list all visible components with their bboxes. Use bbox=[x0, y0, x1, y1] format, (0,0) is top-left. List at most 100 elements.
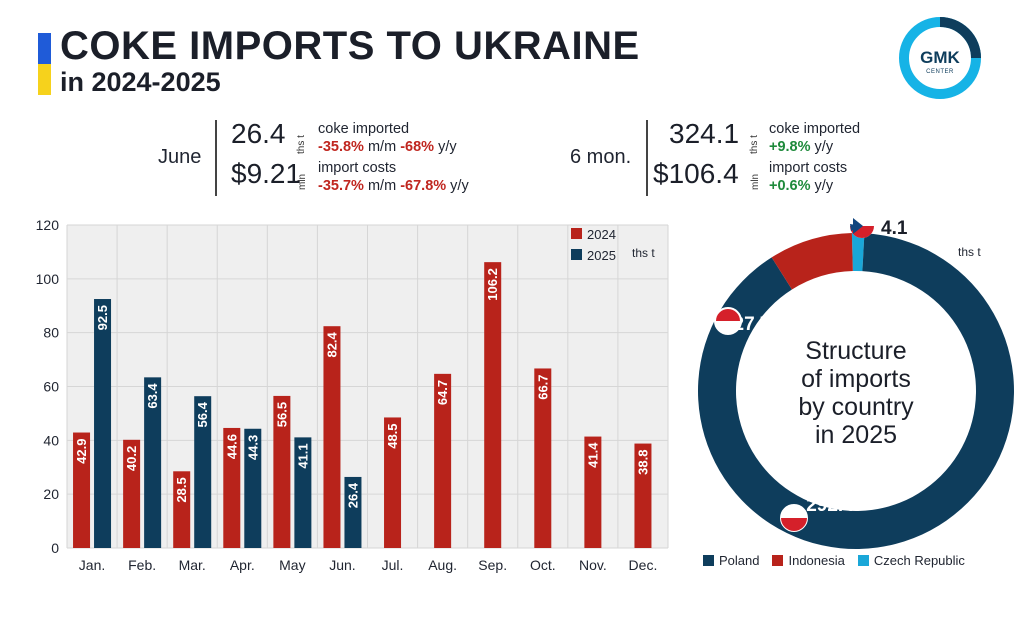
june-cost-yy-suffix: y/y bbox=[446, 178, 469, 194]
sixmon-period-label: 6 mon. bbox=[570, 146, 632, 168]
donut-title-line: of imports bbox=[801, 365, 911, 393]
bar-value-label: 26.4 bbox=[345, 482, 360, 508]
bar-value-label: 28.5 bbox=[174, 477, 189, 502]
bar-2024-oct bbox=[534, 368, 552, 548]
donut-title-line: Structure bbox=[805, 337, 906, 365]
june-volume-mm-suffix: m/m bbox=[363, 139, 401, 155]
bar-value-label: 92.5 bbox=[95, 305, 110, 330]
monthly-imports-bar-chart: 0 20 40 60 80 100 120 42.9 92.5 Jan. 40.2 63.4 Feb. 2… bbox=[36, 217, 669, 573]
june-cost-mm-suffix: m/m bbox=[363, 178, 401, 194]
bar-2025-jan bbox=[94, 299, 112, 548]
x-tick-label: May bbox=[279, 557, 305, 573]
june-cost: $9.21 bbox=[231, 158, 302, 189]
legend-label: Poland bbox=[719, 553, 760, 568]
june-cost-yy: -67.8% bbox=[400, 178, 447, 194]
sixmon-volume-change: +9.8% y/y bbox=[769, 139, 833, 155]
legend-item-poland: Poland bbox=[703, 553, 759, 568]
june-period-label: June bbox=[158, 146, 202, 168]
logo-text: GMK bbox=[920, 48, 960, 67]
donut-value-indonesia: 27.7 bbox=[734, 314, 771, 335]
legend-label-2024: 2024 bbox=[587, 227, 616, 242]
sixmon-volume-yy-suffix: y/y bbox=[810, 139, 834, 155]
x-tick-label: Jan. bbox=[79, 557, 105, 573]
sixmon-cost-label: import costs bbox=[769, 160, 848, 176]
legend-item-indonesia: Indonesia bbox=[772, 553, 845, 568]
bar-value-label: 66.7 bbox=[535, 374, 550, 399]
sixmon-volume-unit: ths t bbox=[749, 135, 760, 154]
june-volume-yy: -68% bbox=[400, 139, 435, 155]
y-tick-label: 40 bbox=[43, 432, 59, 448]
june-cost-unit: mln bbox=[297, 173, 308, 190]
bar-2025-apr bbox=[244, 428, 262, 548]
indonesia-flag-icon bbox=[714, 307, 742, 335]
donut-slice-czech-republic bbox=[851, 233, 865, 272]
bar-2024-sep bbox=[484, 262, 502, 548]
czech-flag-icon bbox=[850, 214, 874, 238]
page-subtitle: in 2024-2025 bbox=[60, 67, 221, 97]
sixmon-cost-change: +0.6% y/y bbox=[769, 178, 833, 194]
bar-value-label: 44.3 bbox=[245, 435, 260, 460]
x-tick-label: Jun. bbox=[329, 557, 355, 573]
bar-2024-mar bbox=[173, 471, 191, 548]
legend-label: Czech Republic bbox=[873, 553, 965, 568]
june-volume-change: -35.8% m/m -68% y/y bbox=[318, 139, 457, 155]
x-tick-label: Dec. bbox=[629, 557, 658, 573]
donut-slice-indonesia bbox=[771, 233, 853, 290]
sixmon-cost-yy: +0.6% bbox=[769, 178, 811, 194]
logo-subtext: CENTER bbox=[926, 69, 954, 75]
x-tick-label: Mar. bbox=[179, 557, 206, 573]
bar-2025-may bbox=[294, 437, 312, 548]
bar-value-label: 56.4 bbox=[195, 401, 210, 427]
june-volume-mm: -35.8% bbox=[318, 139, 364, 155]
bar-2024-dec bbox=[634, 443, 652, 548]
x-tick-label: Nov. bbox=[579, 557, 607, 573]
donut-title-line: in 2025 bbox=[815, 421, 897, 449]
june-cost-label: import costs bbox=[318, 160, 397, 176]
donut-legend: Poland Indonesia Czech Republic bbox=[703, 553, 978, 568]
legend-swatch bbox=[772, 555, 784, 566]
bar-value-label: 106.2 bbox=[485, 268, 500, 301]
gmk-center-logo: GMK CENTER bbox=[899, 17, 981, 99]
ukraine-flag bbox=[38, 33, 51, 95]
bar-2024-aug bbox=[434, 373, 452, 548]
bar-value-label: 42.9 bbox=[74, 439, 89, 464]
legend-label-2025: 2025 bbox=[587, 248, 616, 263]
y-tick-label: 0 bbox=[51, 540, 59, 556]
legend-item-czech-republic: Czech Republic bbox=[857, 553, 965, 568]
x-tick-label: Apr. bbox=[230, 557, 255, 573]
bar-value-label: 63.4 bbox=[145, 383, 160, 409]
bar-value-label: 64.7 bbox=[435, 380, 450, 405]
donut-title-line: by country bbox=[798, 393, 914, 421]
sixmon-cost: $106.4 bbox=[653, 158, 739, 189]
bar-value-label: 40.2 bbox=[124, 446, 139, 471]
june-volume-yy-suffix: y/y bbox=[434, 139, 457, 155]
sixmon-volume: 324.1 bbox=[669, 118, 740, 149]
bar-2025-jun bbox=[344, 476, 362, 548]
bar-value-label: 56.5 bbox=[274, 402, 289, 427]
bar-2024-jul bbox=[384, 417, 402, 548]
bar-2025-feb bbox=[144, 377, 162, 548]
x-tick-label: Feb. bbox=[128, 557, 156, 573]
x-tick-label: Sep. bbox=[478, 557, 507, 573]
y-tick-label: 100 bbox=[36, 271, 60, 287]
sixmon-cost-unit: mln bbox=[750, 173, 761, 190]
bar-2024-apr bbox=[223, 427, 241, 548]
june-cost-change: -35.7% m/m -67.8% y/y bbox=[318, 178, 469, 194]
y-tick-label: 60 bbox=[43, 379, 59, 395]
bar-value-label: 41.1 bbox=[295, 443, 310, 468]
bar-2024-jun bbox=[323, 326, 341, 548]
bar-2024-may bbox=[273, 395, 291, 548]
bar-2025-mar bbox=[194, 396, 212, 548]
y-tick-label: 80 bbox=[43, 325, 59, 341]
donut-unit-label: ths t bbox=[958, 245, 981, 259]
bar-value-label: 38.8 bbox=[635, 450, 650, 475]
poland-flag-icon bbox=[780, 504, 808, 532]
x-tick-label: Aug. bbox=[428, 557, 457, 573]
sixmon-cost-yy-suffix: y/y bbox=[810, 178, 834, 194]
june-divider bbox=[215, 120, 217, 196]
sixmon-volume-yy: +9.8% bbox=[769, 139, 811, 155]
bar-unit-label: ths t bbox=[632, 246, 655, 260]
bar-2024-jan bbox=[73, 432, 91, 548]
legend-swatch-2024 bbox=[571, 228, 582, 239]
